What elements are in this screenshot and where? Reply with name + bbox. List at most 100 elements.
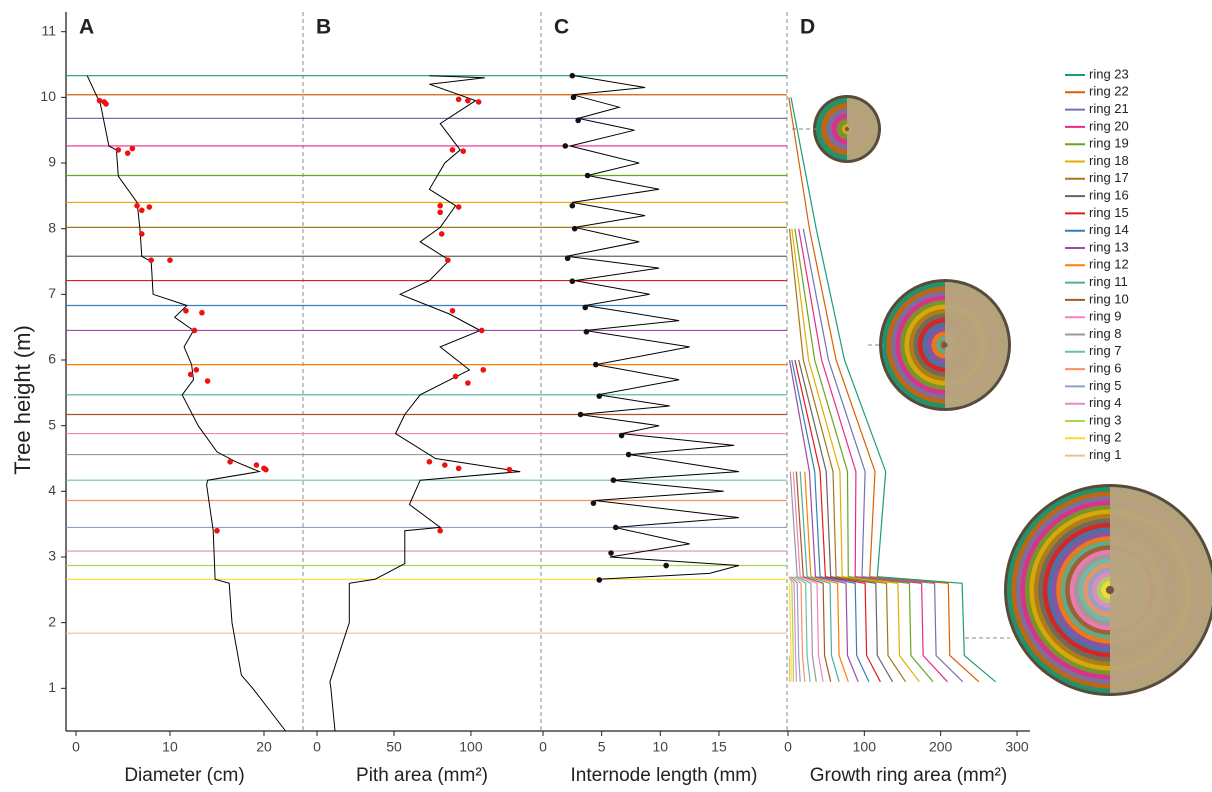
legend-label: ring 11 <box>1089 274 1128 289</box>
ring-point <box>618 432 625 439</box>
profile-line <box>566 75 740 580</box>
x-tick-label: 0 <box>72 739 80 755</box>
ring-point <box>148 257 154 264</box>
legend-label: ring 12 <box>1089 257 1129 272</box>
x-tick-label: 200 <box>929 739 953 755</box>
ring-area-line <box>794 359 881 683</box>
ring-area-line <box>789 576 797 682</box>
ring-point <box>625 451 632 458</box>
legend-label: ring 3 <box>1089 412 1122 427</box>
ring-point <box>460 148 467 155</box>
ring-point <box>138 231 145 237</box>
ring-point <box>506 466 513 473</box>
ring-point <box>455 204 462 210</box>
ring-area-line <box>794 228 934 683</box>
x-axis-title: Internode length (mm) <box>571 765 758 786</box>
ring-point <box>612 524 619 531</box>
ring-area-line <box>795 471 832 682</box>
ring-point <box>134 202 140 209</box>
ring-point <box>129 145 136 152</box>
ring-area-line <box>790 576 801 682</box>
legend-label: ring 21 <box>1089 101 1129 116</box>
ring-point <box>437 527 443 534</box>
x-tick-label: 0 <box>313 739 321 755</box>
ring-point <box>452 373 459 380</box>
section-wood <box>1110 487 1212 693</box>
legend-label: ring 15 <box>1089 205 1129 220</box>
ring-point <box>583 328 590 335</box>
ring-point <box>214 527 220 534</box>
stem-sections <box>813 95 1212 696</box>
section-wood <box>945 282 1008 408</box>
y-tick-label: 11 <box>41 22 56 38</box>
x-tick-label: 5 <box>598 739 606 755</box>
legend-label: ring 18 <box>1089 153 1129 168</box>
ring-point <box>571 225 578 232</box>
ring-point <box>590 500 597 506</box>
ring-area-line <box>792 576 806 682</box>
ring-area-line <box>804 471 849 682</box>
ring-point <box>227 458 233 465</box>
ring-point <box>167 257 173 264</box>
legend-label: ring 17 <box>1089 170 1129 185</box>
ring-area-line <box>789 471 817 682</box>
panel-label: C <box>554 16 569 39</box>
panel-label: D <box>800 16 815 39</box>
ring-point <box>138 207 145 214</box>
legend-label: ring 8 <box>1089 326 1122 341</box>
x-tick-label: 15 <box>711 739 727 755</box>
panel-label: A <box>79 16 94 39</box>
ring-point <box>437 202 443 209</box>
ring-point <box>577 411 584 418</box>
ring-area-line <box>798 228 948 683</box>
ring-area-line <box>799 471 840 682</box>
ring-point <box>465 380 471 386</box>
section-pith <box>942 342 948 348</box>
ring-area-line <box>788 359 859 683</box>
profile-line <box>329 75 521 732</box>
ring-area-line <box>788 228 907 683</box>
ring-area-line <box>788 97 980 683</box>
ring-point <box>455 465 462 472</box>
ring-point <box>582 304 589 311</box>
legend-label: ring 23 <box>1089 66 1129 81</box>
ring-area-line <box>802 228 964 683</box>
ring-area-line <box>791 359 870 683</box>
ring-point <box>426 458 433 465</box>
ring-point <box>564 255 571 262</box>
ring-point <box>663 562 669 569</box>
ring-point <box>465 97 471 104</box>
legend-label: ring 7 <box>1089 343 1122 358</box>
ring-point <box>437 209 443 216</box>
ring-point <box>592 361 599 368</box>
ring-point <box>562 143 569 149</box>
ring-point <box>596 393 603 399</box>
y-tick-label: 3 <box>48 548 56 564</box>
y-tick-label: 10 <box>40 88 56 104</box>
ring-area-line <box>790 97 996 683</box>
ring-point <box>146 204 153 210</box>
y-axis-title: Tree height (m) <box>10 325 35 475</box>
legend-label: ring 20 <box>1089 118 1129 133</box>
ring-area-line <box>798 359 894 683</box>
ring-point <box>608 550 614 556</box>
x-tick-label: 100 <box>853 739 877 755</box>
section-wood <box>847 98 878 160</box>
x-tick-label: 50 <box>386 739 402 755</box>
section-pith <box>845 127 849 131</box>
ring-point <box>183 307 189 314</box>
ring-point <box>584 172 591 179</box>
y-tick-label: 8 <box>48 219 56 235</box>
ring-point <box>570 94 577 101</box>
legend-label: ring 2 <box>1089 430 1122 445</box>
ring-point <box>187 371 194 378</box>
y-tick-label: 5 <box>48 416 56 432</box>
ring-area-line <box>788 576 794 682</box>
y-tick-label: 1 <box>48 679 56 695</box>
ring-point <box>575 117 581 124</box>
ring-point <box>193 367 200 373</box>
x-axis-title: Diameter (cm) <box>124 765 244 786</box>
y-tick-label: 4 <box>48 482 56 498</box>
legend-label: ring 14 <box>1089 222 1129 237</box>
